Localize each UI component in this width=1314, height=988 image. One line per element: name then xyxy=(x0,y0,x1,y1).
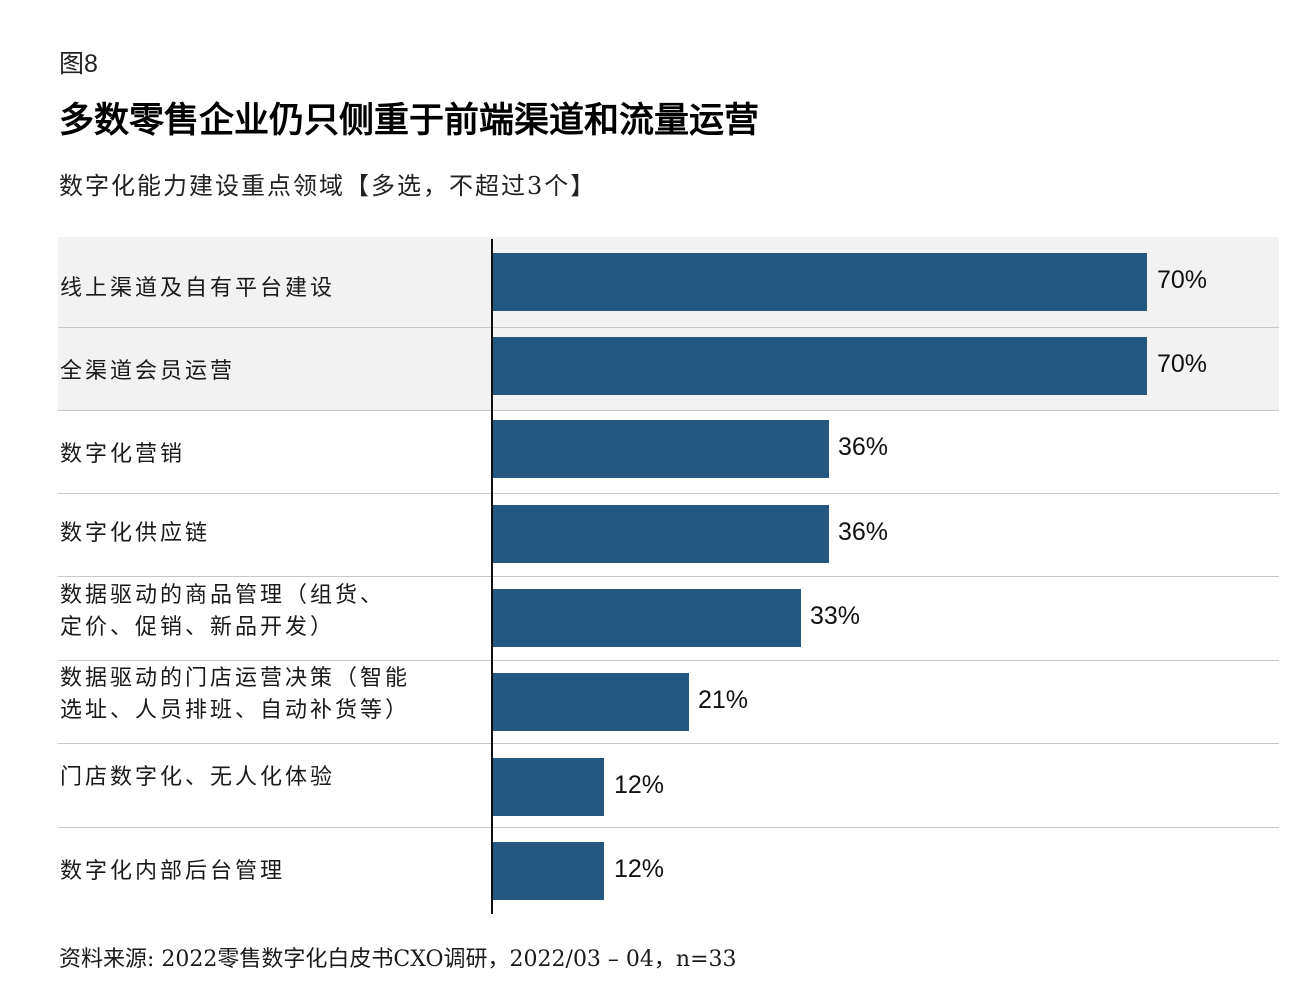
category-label: 全渠道会员运营 xyxy=(60,356,480,388)
value-label: 36% xyxy=(838,433,889,461)
chart-row: 数字化营销 36% xyxy=(58,411,1279,494)
category-label: 数字化供应链 xyxy=(60,518,480,550)
value-label: 33% xyxy=(810,602,861,630)
category-label: 线上渠道及自有平台建设 xyxy=(60,273,480,305)
bar xyxy=(493,589,801,647)
value-label: 36% xyxy=(838,518,889,546)
value-label: 12% xyxy=(614,855,665,883)
value-label: 70% xyxy=(1157,266,1208,294)
category-label-line: 数据驱动的商品管理（组货、 xyxy=(60,583,386,608)
bar xyxy=(493,253,1147,311)
category-label: 数据驱动的门店运营决策（智能 选址、人员排班、自动补货等） xyxy=(60,663,480,727)
category-label-line: 数据驱动的门店运营决策（智能 xyxy=(60,666,411,691)
category-label-line: 定价、促销、新品开发） xyxy=(60,615,336,640)
source-note: 资料来源: 2022零售数字化白皮书CXO调研，2022/03 – 04，n=3… xyxy=(59,947,737,972)
category-label-line: 全渠道会员运营 xyxy=(60,359,236,384)
value-label: 70% xyxy=(1157,350,1208,378)
bar xyxy=(493,758,604,816)
chart-row: 全渠道会员运营 70% xyxy=(58,328,1279,411)
chart-row: 数字化内部后台管理 12% xyxy=(58,828,1279,912)
category-label: 数据驱动的商品管理（组货、 定价、促销、新品开发） xyxy=(60,580,480,644)
bar xyxy=(493,842,604,900)
bar-chart: 线上渠道及自有平台建设 70% 全渠道会员运营 70% 数字化营销 36% 数字… xyxy=(58,237,1279,912)
chart-row: 线上渠道及自有平台建设 70% xyxy=(58,237,1279,328)
category-label-line: 数字化营销 xyxy=(60,442,186,467)
y-axis-line xyxy=(491,239,493,914)
category-label-line: 门店数字化、无人化体验 xyxy=(60,765,336,790)
category-label-line: 线上渠道及自有平台建设 xyxy=(60,276,336,301)
bar xyxy=(493,505,829,563)
value-label: 21% xyxy=(698,686,749,714)
chart-row: 数据驱动的门店运营决策（智能 选址、人员排班、自动补货等） 21% xyxy=(58,661,1279,744)
chart-row: 数字化供应链 36% xyxy=(58,494,1279,577)
category-label: 门店数字化、无人化体验 xyxy=(60,762,480,794)
bar xyxy=(493,337,1147,395)
chart-row: 门店数字化、无人化体验 12% xyxy=(58,744,1279,828)
chart-row: 数据驱动的商品管理（组货、 定价、促销、新品开发） 33% xyxy=(58,577,1279,661)
category-label-line: 数字化供应链 xyxy=(60,521,211,546)
chart-subtitle: 数字化能力建设重点领域【多选，不超过3个】 xyxy=(59,172,597,200)
category-label: 数字化内部后台管理 xyxy=(60,856,480,888)
category-label-line: 选址、人员排班、自动补货等） xyxy=(60,698,411,723)
bar xyxy=(493,420,829,478)
chart-title: 多数零售企业仍只侧重于前端渠道和流量运营 xyxy=(59,100,760,141)
figure-label: 图8 xyxy=(59,50,98,78)
category-label: 数字化营销 xyxy=(60,439,480,471)
value-label: 12% xyxy=(614,771,665,799)
bar xyxy=(493,673,689,731)
category-label-line: 数字化内部后台管理 xyxy=(60,859,286,884)
